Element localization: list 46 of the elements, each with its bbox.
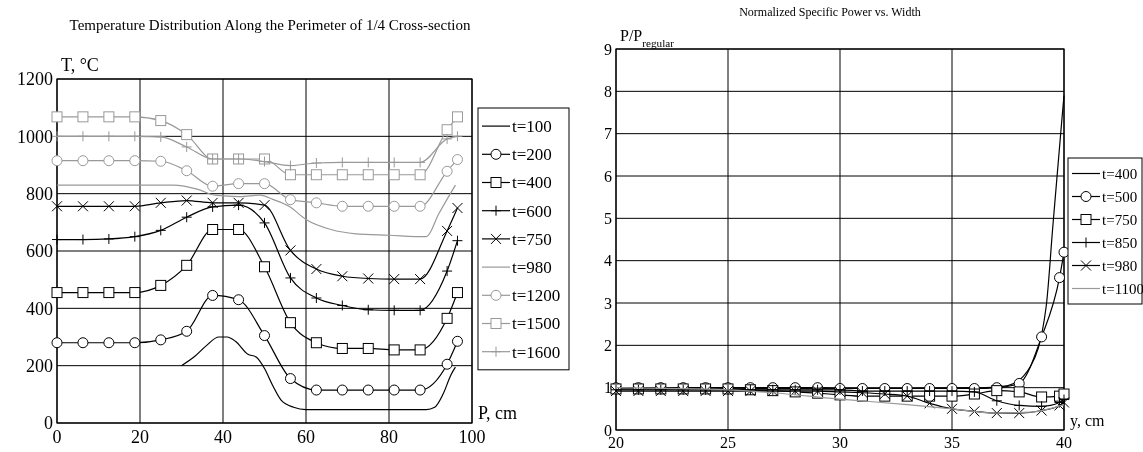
y-tick-label: 400: [26, 298, 53, 319]
y-tick-label: 3: [604, 294, 612, 312]
y-tick-label: 0: [44, 413, 53, 434]
x-tick-label: 100: [458, 427, 486, 447]
x-tick-label: 60: [297, 427, 315, 447]
y-tick-label: 7: [604, 125, 612, 143]
legend-label: t=750: [512, 229, 552, 249]
y-axis-title: P/P$_{regular}$: [620, 27, 675, 49]
legend-label: t=400: [512, 173, 552, 193]
legend-label: t=1100: [1102, 280, 1143, 297]
x-tick-label: 20: [131, 427, 149, 447]
legend-label: t=1600: [512, 342, 561, 362]
x-tick-label: 35: [944, 434, 960, 451]
legend-label: t=980: [1102, 257, 1138, 274]
legend-label: t=1500: [512, 314, 561, 334]
x-tick-label: 25: [720, 434, 736, 451]
y-tick-label: 9: [604, 40, 612, 58]
y-tick-label: 5: [604, 209, 612, 227]
x-tick-label: 80: [380, 427, 398, 447]
y-tick-label: 600: [26, 241, 53, 262]
legend-label: t=850: [1102, 234, 1138, 251]
y-tick-label: 800: [26, 183, 53, 204]
y-tick-label: 2: [604, 336, 612, 354]
legend-label: t=100: [512, 117, 552, 137]
y-tick-label: 6: [604, 167, 612, 185]
legend-label: t=1200: [512, 286, 561, 306]
y-tick-label: 200: [26, 355, 53, 376]
chart-title: Normalized Specific Power vs. Width: [739, 5, 921, 19]
chart-title: Temperature Distribution Along the Perimeter of 1/4 Cross-section: [69, 17, 471, 33]
y-axis-title: T, °C: [61, 55, 99, 75]
legend-label: t=600: [512, 201, 552, 221]
x-axis-title: P, cm: [478, 403, 518, 423]
y-tick-label: 1000: [17, 126, 53, 147]
legend-label: t=200: [512, 145, 552, 165]
y-tick-label: 1: [604, 379, 612, 397]
x-axis-title: y, cm: [1070, 412, 1106, 430]
y-tick-label: 8: [604, 82, 612, 100]
y-tick-label: 4: [604, 252, 612, 270]
legend-label: t=750: [1102, 211, 1138, 228]
legend-label: t=980: [512, 258, 552, 278]
legend-label: t=400: [1102, 165, 1138, 182]
x-tick-label: 40: [1056, 434, 1072, 451]
legend-label: t=500: [1102, 188, 1138, 205]
x-tick-label: 30: [832, 434, 848, 451]
y-tick-label: 1200: [17, 69, 53, 90]
x-tick-label: 40: [214, 427, 232, 447]
